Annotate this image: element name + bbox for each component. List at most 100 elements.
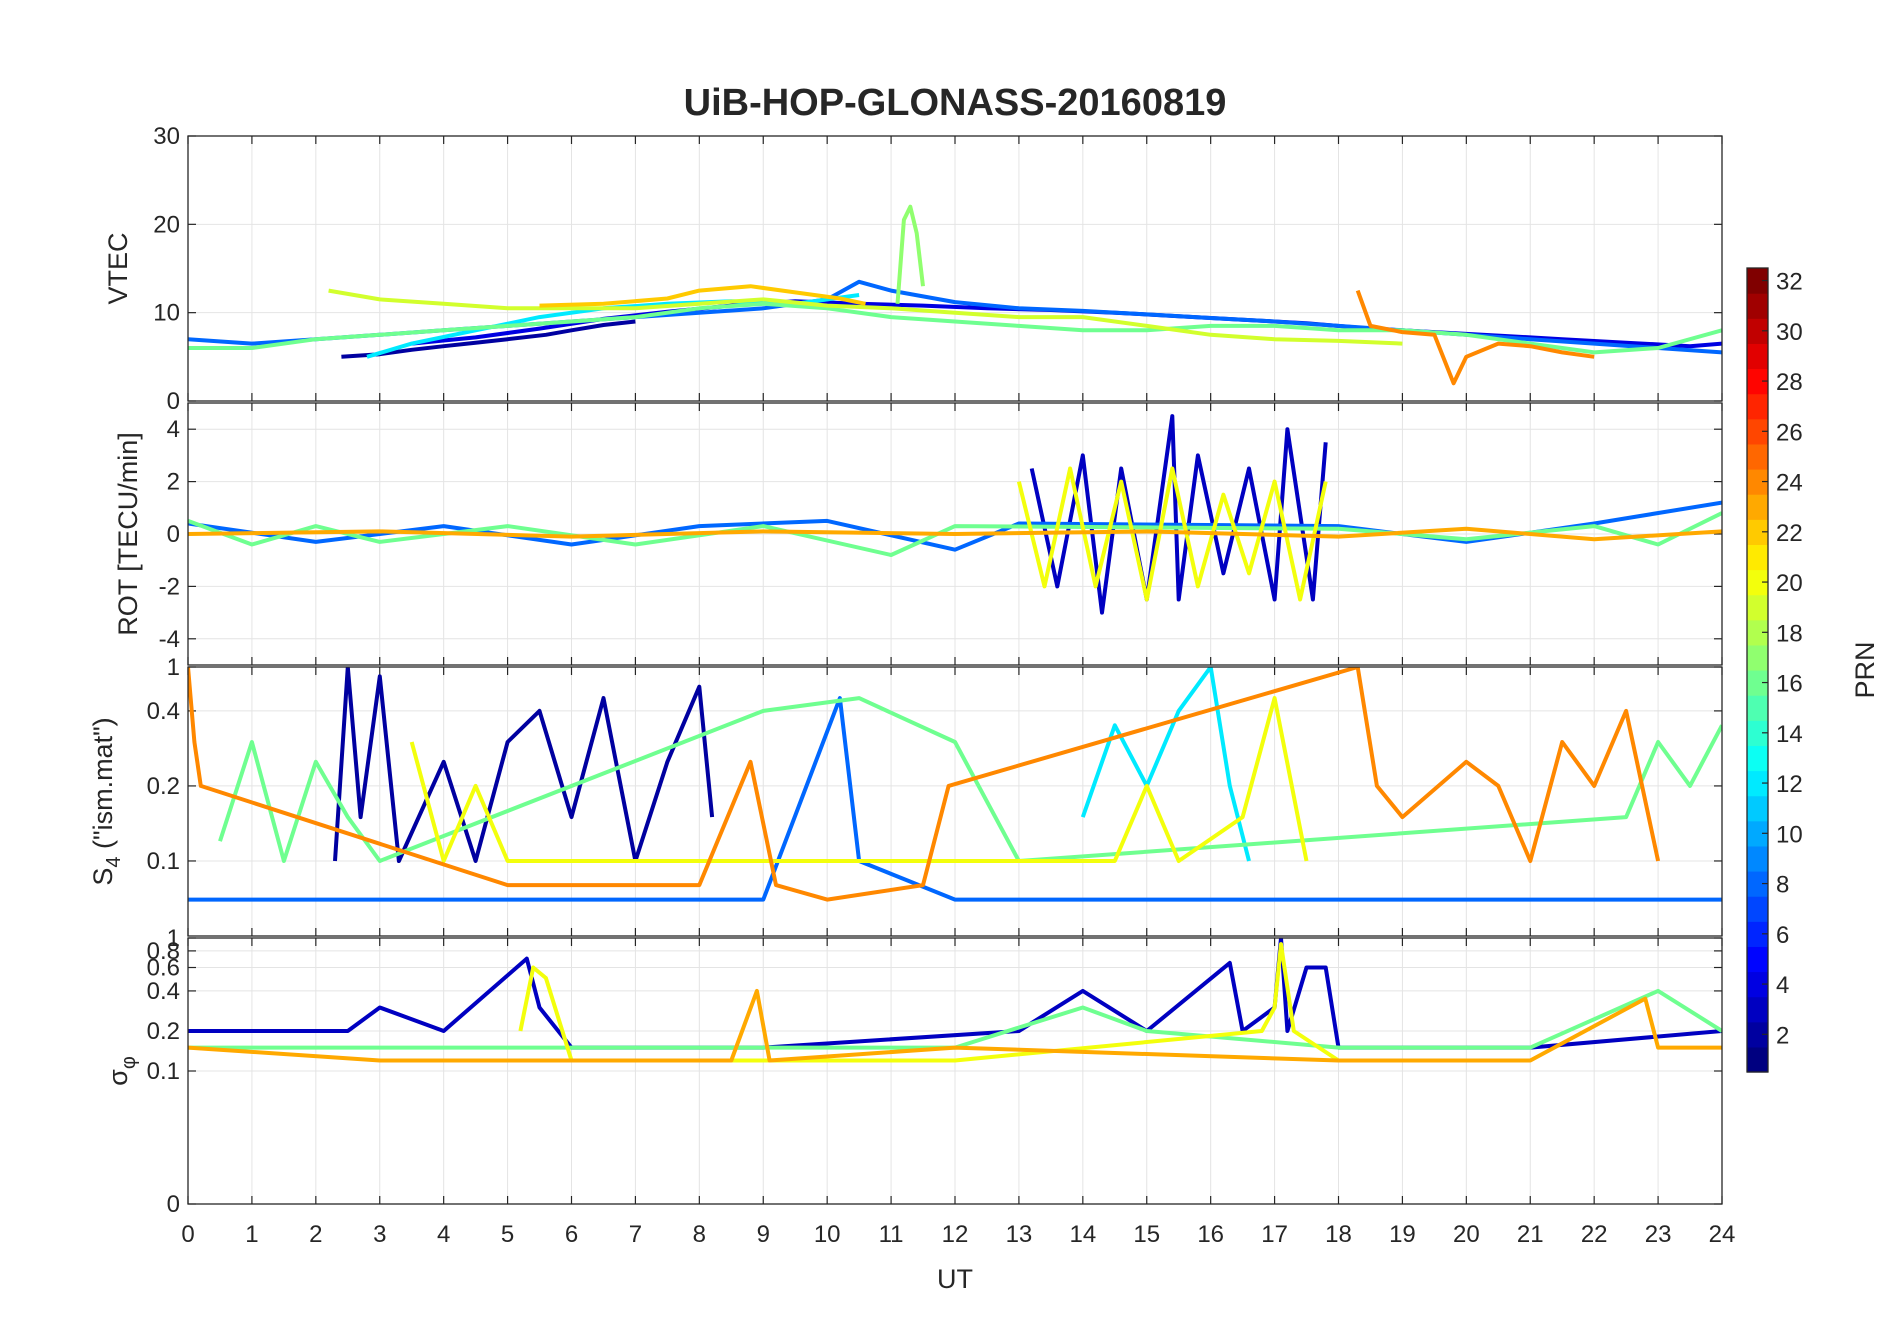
colorbar-tick-label: 2 (1776, 1022, 1789, 1049)
series-line-prn-20 (409, 696, 1309, 863)
y-tick-label: 0 (167, 388, 180, 415)
x-tick-label: 3 (373, 1221, 386, 1248)
x-tick-label: 15 (1133, 1221, 1160, 1248)
colorbar-swatch (1747, 745, 1768, 772)
panel-4-series (188, 938, 1722, 1063)
colorbar-swatch (1747, 845, 1768, 872)
y-tick-label: 0.1 (147, 1058, 180, 1085)
y-tick-label: 2 (167, 469, 180, 496)
x-tick-label: 19 (1389, 1221, 1416, 1248)
panel-1-series (188, 204, 1722, 386)
colorbar-tick-label: 12 (1776, 771, 1803, 798)
colorbar-swatch (1747, 443, 1768, 470)
colorbar-swatch (1747, 871, 1768, 897)
y-tick-label: 4 (167, 416, 180, 443)
panel-2-y-ticks (187, 403, 1723, 665)
panel-3-frame (187, 666, 1723, 937)
series-line-prn-2 (333, 667, 715, 863)
y-axis-label-2: ROT [TECU/min] (113, 432, 143, 636)
colorbar-swatch (1747, 343, 1768, 370)
y-axis-label-1: VTEC (103, 232, 133, 304)
x-tick-label: 16 (1197, 1221, 1224, 1248)
y-tick-label: 0.8 (147, 938, 180, 965)
y-tick-label: 0.2 (147, 1018, 180, 1045)
colorbar-tick-label: 24 (1776, 470, 1803, 497)
y-tick-label: 1 (167, 654, 180, 681)
colorbar-swatch (1747, 795, 1768, 822)
panel-1-y-ticks (187, 135, 1723, 402)
panel-4: 0 0.1 0.2 0.40.60.81 σφ (103, 925, 1723, 1218)
colorbar-swatch (1747, 469, 1768, 495)
panel-3: 0.1 0.2 0.4 1 S4 ("ism.mat") (88, 654, 1723, 937)
panel-2-frame (187, 402, 1723, 666)
series-line-prn-12 (1080, 667, 1251, 862)
colorbar-swatch (1747, 418, 1768, 445)
y-axis-label-rest: ("ism.mat") (88, 717, 118, 856)
colorbar-swatch (1747, 569, 1768, 596)
panel-4-grid (188, 938, 1722, 1204)
colorbar-tick-label: 28 (1776, 369, 1803, 396)
y-tick-label: 20 (153, 211, 180, 238)
colorbar-swatch (1747, 695, 1768, 721)
y-tick-label: 0 (167, 1191, 180, 1218)
colorbar-swatch (1747, 996, 1768, 1023)
x-tick-label: 21 (1517, 1221, 1544, 1248)
colorbar-tick-label: 16 (1776, 671, 1803, 698)
x-tick-label: 24 (1709, 1221, 1736, 1248)
y-tick-label: -2 (159, 573, 180, 600)
colorbar-swatch (1747, 544, 1768, 571)
colorbar-swatch (1747, 1046, 1768, 1073)
colorbar-tick-label: 14 (1776, 721, 1803, 748)
y-tick-label: -4 (159, 626, 180, 653)
x-tick-label: 22 (1581, 1221, 1608, 1248)
series-line-prn-23 (188, 988, 1722, 1063)
x-tick-label: 9 (757, 1221, 770, 1248)
colorbar-swatch (1747, 770, 1768, 797)
colorbar-swatch (1747, 619, 1768, 646)
colorbar-label: PRN (1850, 641, 1880, 698)
y-tick-label: 0.4 (147, 698, 180, 725)
panel-3-series (188, 667, 1722, 902)
x-axis-label: UT (937, 1264, 973, 1294)
colorbar-swatch (1747, 594, 1768, 621)
colorbar-swatch (1747, 971, 1768, 998)
series-line-prn-20 (518, 942, 1340, 1063)
x-tick-label: 23 (1645, 1221, 1672, 1248)
colorbar-tick-label: 32 (1776, 269, 1803, 296)
series-line-prn-24 (1355, 289, 1595, 386)
series-line-prn-19 (328, 288, 1403, 346)
colorbar-swatch (1747, 293, 1768, 319)
series-line-prn-3 (1029, 414, 1328, 615)
colorbar-tick-label: 22 (1776, 520, 1803, 547)
x-tick-label: 20 (1453, 1221, 1480, 1248)
colorbar-swatch (1747, 896, 1768, 922)
x-tick-label: 11 (879, 1221, 904, 1248)
colorbar-swatch (1747, 393, 1768, 420)
y-tick-label: 10 (153, 300, 180, 327)
y-axis-label-main: σ (103, 1069, 133, 1086)
colorbar-tick-label: 26 (1776, 419, 1803, 446)
y-tick-label: 0.4 (147, 978, 180, 1005)
y-axis-label-4: σφ (103, 1056, 140, 1086)
y-tick-label: 30 (153, 123, 180, 150)
y-tick-label: 1 (167, 925, 180, 952)
x-tick-label: 17 (1261, 1221, 1288, 1248)
colorbar-swatch (1747, 368, 1768, 395)
panel-1-grid (188, 136, 1722, 401)
colorbar-frame (1746, 267, 1769, 1073)
x-tick-label: 18 (1325, 1221, 1352, 1248)
series-line-prn-22 (539, 284, 866, 308)
x-tick-label: 5 (501, 1221, 514, 1248)
panel-3-grid (188, 667, 1722, 936)
colorbar-tick-label: 6 (1776, 922, 1789, 949)
colorbar-swatch (1747, 720, 1768, 746)
panel-2-series (188, 414, 1722, 615)
colorbar-swatch (1747, 946, 1768, 973)
series-line-prn-16 (188, 511, 1722, 557)
panel-1-frame (187, 135, 1723, 402)
series-line-prn-16 (188, 988, 1722, 1050)
x-tick-label: 1 (245, 1221, 258, 1248)
x-tick-label: 2 (309, 1221, 322, 1248)
series-line-prn-16 (188, 301, 1722, 355)
